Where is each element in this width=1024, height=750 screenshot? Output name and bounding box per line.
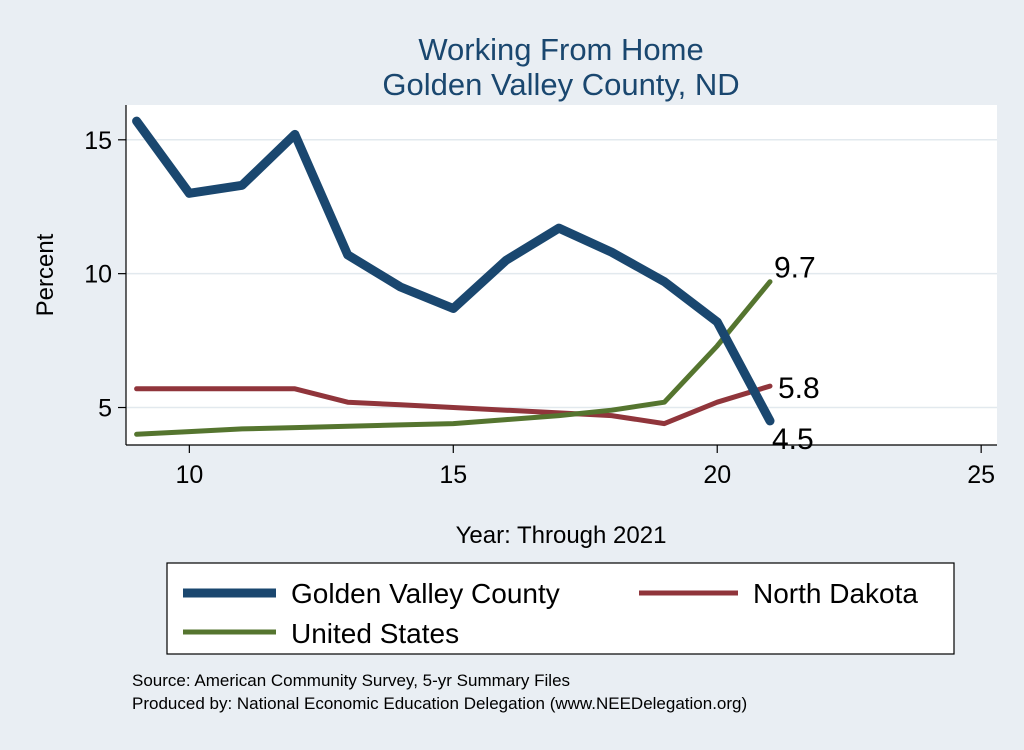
end-label-golden-valley-county: 4.5 xyxy=(772,423,814,456)
legend-label-golden-valley: Golden Valley County xyxy=(291,578,560,609)
x-tick-label-20: 20 xyxy=(703,461,731,489)
producer-note: Produced by: National Economic Education… xyxy=(132,694,747,713)
chart-subtitle: Golden Valley County, ND xyxy=(382,67,739,102)
source-note: Source: American Community Survey, 5-yr … xyxy=(132,671,570,690)
x-tick-label-15: 15 xyxy=(439,461,467,489)
axis-ticks: 5 10 15 10 15 20 25 xyxy=(84,127,995,489)
series-line-united-states xyxy=(134,279,773,437)
x-axis-label: Year: Through 2021 xyxy=(456,522,667,549)
series-line-north-dakota xyxy=(134,383,773,427)
legend-label-united-states: United States xyxy=(291,618,459,649)
y-tick-label-15: 15 xyxy=(84,127,112,155)
y-axis-label: Percent xyxy=(32,233,59,316)
series-line-golden-valley-county xyxy=(132,116,775,426)
end-value-labels: 4.5 5.8 9.7 xyxy=(772,252,820,456)
axes xyxy=(125,105,997,446)
chart-title: Working From Home xyxy=(418,32,703,67)
legend: Golden Valley County North Dakota United… xyxy=(166,562,955,655)
plot-area xyxy=(126,105,997,445)
end-label-north-dakota: 5.8 xyxy=(778,372,820,405)
series-lines xyxy=(132,116,775,437)
gridlines xyxy=(126,139,997,409)
x-tick-label-10: 10 xyxy=(175,461,203,489)
legend-label-north-dakota: North Dakota xyxy=(753,578,918,609)
x-tick-label-25: 25 xyxy=(967,461,995,489)
y-tick-label-10: 10 xyxy=(84,261,112,289)
end-label-united-states: 9.7 xyxy=(774,252,816,285)
legend-box xyxy=(166,562,955,655)
y-tick-label-5: 5 xyxy=(98,395,112,423)
